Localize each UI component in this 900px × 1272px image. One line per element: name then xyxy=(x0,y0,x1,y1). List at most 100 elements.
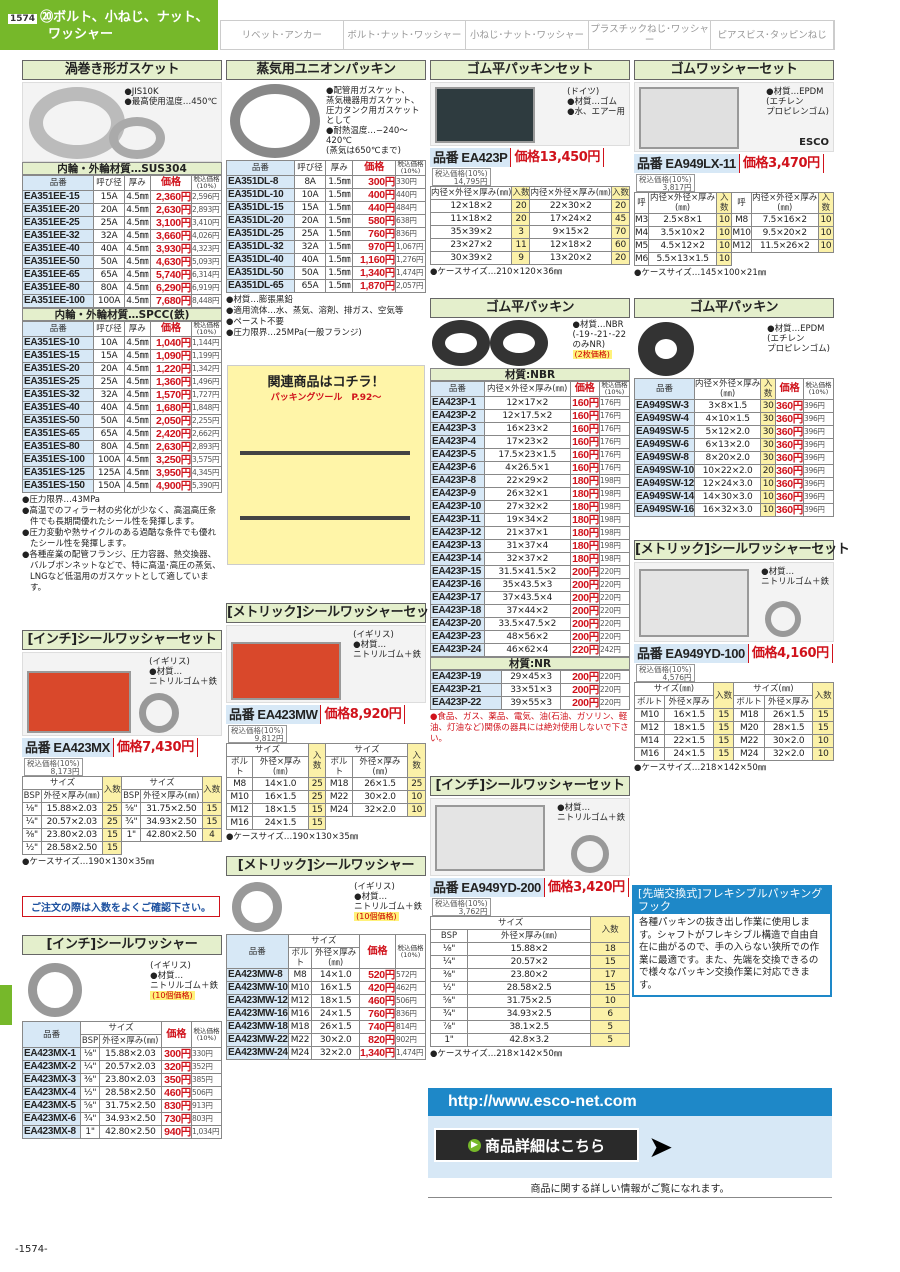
product-details-button[interactable]: ▶ 商品詳細はこちら xyxy=(434,1128,639,1162)
side-index-tab[interactable] xyxy=(0,985,12,1025)
table-cell: 1.5㎜ xyxy=(325,253,354,267)
table-cell: 50A xyxy=(293,266,327,280)
table-cell: 37×44×2 xyxy=(483,604,571,618)
table-cell: 360円 xyxy=(775,451,804,465)
table-cell: 3,100円 xyxy=(149,216,193,230)
table-row: EA423MW-12 M12 18×1.5 460円 506円 xyxy=(226,994,426,1008)
column-header: 税込価格(10%) xyxy=(395,934,426,969)
section-metric-seal-washer-set: [メトリック]シールワッシャーセット (イギリス) ●材質… ニトリルゴム＋鉄 品番… xyxy=(225,603,442,843)
table-cell: 3×8×1.5 xyxy=(693,399,762,413)
table-cell: 396円 xyxy=(803,490,834,504)
table-cell: EA351EE-25 xyxy=(21,216,95,230)
column-header: 外径×厚み(㎜) xyxy=(311,947,360,969)
table-cell: EA423MW-10 xyxy=(226,981,289,995)
case-size: ●ケースサイズ…210×120×36㎜ xyxy=(430,267,563,277)
table-row: ⅞" 38.1×2.5 5 xyxy=(429,1020,630,1034)
nav-tab[interactable]: リベット･アンカー xyxy=(221,21,344,49)
table-cell: 25 xyxy=(307,790,327,804)
table-cell: 200円 xyxy=(560,670,600,684)
column-header: 税込価格(10%) xyxy=(599,381,630,397)
table-cell: 37×43.5×4 xyxy=(483,591,571,605)
table-cell: 4.5㎜ xyxy=(123,466,151,480)
table-cell: M4 xyxy=(634,226,649,240)
table-row: EA423MW-16 M16 24×1.5 760円 836円 xyxy=(226,1007,426,1021)
table-cell: 4.5㎜ xyxy=(123,281,151,295)
table-row: EA351DL-32 32A 1.5㎜ 970円 1,067円 xyxy=(226,240,426,254)
table-row: M3 2.5×8×1 10 M8 7.5×16×2 10 xyxy=(634,213,835,227)
column-header: サイズ xyxy=(226,743,309,757)
table-cell: M20 xyxy=(733,721,765,735)
table-cell: 40A xyxy=(293,253,327,267)
table-cell: EA351ES-25 xyxy=(21,375,95,389)
table-cell: 5 xyxy=(590,1020,630,1034)
table-cell: 26×1.5 xyxy=(763,708,814,722)
table-cell: 10A xyxy=(293,188,327,202)
table-cell: 198円 xyxy=(599,474,630,488)
table-cell: 25 xyxy=(407,777,426,791)
table-cell: ⅛" xyxy=(22,802,42,816)
table-row: EA423P-22 39×55×3 200円 220円 xyxy=(430,696,631,710)
section-title: ゴム平パッキンセット xyxy=(430,60,630,80)
table-row: EA423MX-1 ⅛" 15.88×2.03 300円 330円 xyxy=(21,1047,222,1061)
table-cell: 50A xyxy=(93,414,125,428)
table-cell: 32×2.0 xyxy=(763,747,814,761)
column-header: ボルト xyxy=(325,756,353,778)
column-header: 入数 xyxy=(712,682,735,709)
nav-tab[interactable]: ボルト･ナット･ワッシャー xyxy=(344,21,467,49)
table-cell: 28.58×2.5 xyxy=(467,981,592,995)
table-cell: 1,360円 xyxy=(149,375,193,389)
table-cell: M10 xyxy=(287,981,313,995)
table-cell: 11.5×26×2 xyxy=(750,239,819,253)
column-header: ボルト xyxy=(633,695,666,709)
product-price-line: 品番 EA423P 価格 13,450円 税込価格(10%) 14,795円 xyxy=(430,148,630,186)
table-row: EA351ES-40 40A 4.5㎜ 1,680円 1,848円 xyxy=(21,401,222,415)
case-size: ●ケースサイズ…218×142×50㎜ xyxy=(430,1049,563,1059)
table-cell: 30×2.0 xyxy=(311,1033,360,1047)
table-cell: 2,630円 xyxy=(149,440,193,454)
table-cell: 10 xyxy=(817,239,835,253)
table-row: 1" 42.8×3.2 5 xyxy=(429,1033,630,1047)
table-cell: 15.88×2.03 xyxy=(98,1047,162,1061)
nav-tab[interactable]: プラスチックねじ･ワッシャー xyxy=(589,21,712,49)
table-cell: EA423MX-2 xyxy=(21,1060,82,1074)
nav-tab[interactable]: ピアスビス･タッピンねじ xyxy=(711,21,834,49)
tax-included-price: 税込価格(10%) 14,795円 xyxy=(432,168,491,186)
table-cell: 16×32×3.0 xyxy=(693,503,762,517)
table-cell: 396円 xyxy=(803,425,834,439)
product-price-line: 品番 EA949LX-11 価格 3,470円 税込価格(10%) 3,817円 xyxy=(634,154,834,192)
table-cell: 1" xyxy=(80,1125,100,1139)
product-table: 品番 内径×外径×厚み(㎜) 入数 価格 税込価格(10%) EA949SW-3 3×8×1… xyxy=(634,378,834,517)
table-cell: EA351DL-40 xyxy=(226,253,295,267)
table-cell: EA423P-23 xyxy=(430,630,485,644)
table-cell: 1.5㎜ xyxy=(325,240,354,254)
table-cell: ⅛" xyxy=(80,1047,100,1061)
column-header: 品番 xyxy=(226,160,295,176)
table-cell: 2,360円 xyxy=(149,190,193,204)
table-cell: 9.5×20×2 xyxy=(750,226,819,240)
table-cell: EA423P-20 xyxy=(430,617,485,631)
table-cell: 506円 xyxy=(191,1086,222,1100)
table-row: M14 22×1.5 15 M22 30×2.0 10 xyxy=(633,734,834,748)
table-cell: 220円 xyxy=(569,643,601,657)
nav-tab[interactable]: 小ねじ･ナット･ワッシャー xyxy=(466,21,589,49)
table-cell: 33×51×3 xyxy=(500,683,562,697)
table-cell: 19×34×2 xyxy=(483,513,571,527)
column-header: BSP xyxy=(429,929,469,943)
table-cell: 30×39×2 xyxy=(429,251,513,265)
table-cell: 18×1.5 xyxy=(252,803,309,817)
table-cell: 4.5㎜ xyxy=(123,336,151,350)
table-cell: 1" xyxy=(429,1033,469,1047)
table-cell: EA423MW-18 xyxy=(226,1020,289,1034)
table-row: 30×39×2 9 13×20×2 20 xyxy=(429,251,631,265)
table-cell: 10 xyxy=(716,213,733,227)
related-products-box[interactable]: 関連商品はコチラ！ パッキングツール P.92〜 xyxy=(227,365,425,565)
column-header: ボルト xyxy=(225,756,254,778)
table-row: ⅛" 15.88×2.03 25 ⅝" 31.75×2.50 15 xyxy=(22,802,223,816)
column-header: 外径×厚み(㎜) xyxy=(139,789,203,803)
table-cell: EA423P-18 xyxy=(430,604,485,618)
table-cell: M16 xyxy=(633,747,666,761)
related-link[interactable]: パッキングツール P.92〜 xyxy=(270,393,382,403)
table-cell: 4.5㎜ xyxy=(123,440,151,454)
website-url[interactable]: http://www.esco-net.com xyxy=(428,1088,832,1116)
product-image: ●材質…EPDM (エチレン プロピレンゴム) ESCO xyxy=(634,82,834,152)
